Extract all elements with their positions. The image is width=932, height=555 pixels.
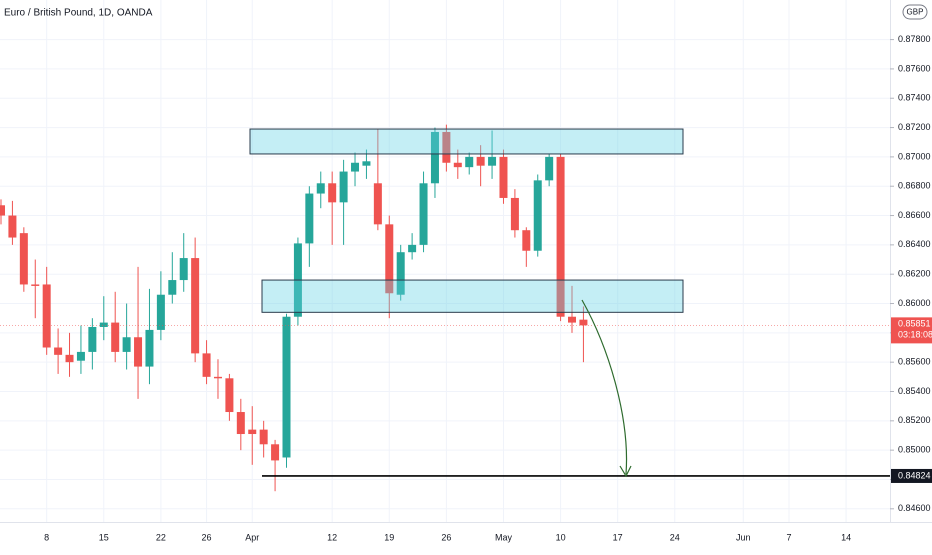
candles	[0, 124, 588, 492]
candle-body	[510, 197, 519, 231]
candle-body	[522, 230, 531, 251]
candle-body	[145, 329, 154, 367]
candle-body	[213, 376, 222, 379]
y-tick-label: 0.87600	[898, 63, 931, 73]
y-tick-label: 0.86200	[898, 269, 931, 279]
candle-body	[282, 316, 291, 458]
y-tick-label: 0.87400	[898, 93, 931, 103]
y-tick-label: 0.86600	[898, 210, 931, 220]
candle-body	[328, 183, 337, 203]
candle-body	[430, 131, 439, 184]
candle-body	[316, 183, 325, 194]
candle-body	[65, 354, 74, 363]
candle-body	[248, 429, 257, 435]
y-tick-label: 0.85400	[898, 386, 931, 396]
candle-body	[42, 284, 51, 348]
candle-body	[156, 294, 165, 330]
zone	[249, 128, 684, 155]
x-tick-label: 12	[327, 532, 337, 542]
candle-body	[31, 284, 40, 286]
candle-body	[385, 224, 394, 294]
currency-badge[interactable]	[902, 4, 928, 20]
arrow	[581, 299, 628, 475]
x-tick-label: 7	[786, 532, 791, 542]
y-tick-label: 0.86400	[898, 239, 931, 249]
x-tick-label: Jun	[736, 532, 751, 542]
candle-body	[0, 205, 5, 216]
candle-body	[202, 353, 211, 377]
candle-body	[191, 258, 200, 354]
y-tick-label: 0.85200	[898, 415, 931, 425]
y-tick-label: 0.86000	[898, 298, 931, 308]
y-tick-label: 0.87800	[898, 34, 931, 44]
candle-body	[419, 183, 428, 245]
candle-body	[122, 337, 131, 352]
candle-body	[225, 378, 234, 413]
candle-body	[408, 244, 417, 253]
candle-body	[453, 162, 462, 168]
x-tick-label: 8	[44, 532, 49, 542]
candle-body	[54, 347, 63, 355]
level-label: 0.84824	[898, 470, 931, 480]
y-tick-label: 0.87200	[898, 122, 931, 132]
candle-body	[305, 193, 314, 244]
x-tick-label: 14	[841, 532, 851, 542]
current-price-label: 0.85851	[898, 319, 931, 329]
x-tick-label: 10	[556, 532, 566, 542]
level-box	[891, 468, 932, 483]
candle-body	[362, 161, 371, 166]
candle-body	[8, 215, 17, 238]
candle-body	[236, 412, 245, 435]
candle-body	[373, 183, 382, 225]
overlay	[0, 128, 890, 477]
candle-body	[134, 337, 143, 367]
candle-body	[76, 351, 85, 361]
candle-body	[179, 258, 188, 281]
candle-body	[19, 233, 28, 285]
candle-body	[476, 156, 485, 166]
x-tick-label: 15	[99, 532, 109, 542]
candle-body	[465, 156, 474, 168]
x-tick-label: 22	[156, 532, 166, 542]
x-tick-label: 17	[613, 532, 623, 542]
chart-title: Euro / British Pound, 1D, OANDA	[4, 8, 153, 19]
x-tick-label: 19	[384, 532, 394, 542]
candle-body	[556, 156, 565, 317]
candle-body	[396, 252, 405, 295]
y-tick-label: 0.84600	[898, 503, 931, 513]
candle-body	[111, 322, 120, 352]
y-tick-label: 0.85600	[898, 357, 931, 367]
candle-body	[568, 316, 576, 323]
x-tick-label: Apr	[245, 532, 259, 542]
candle-body	[168, 280, 177, 295]
x-tick-label: May	[495, 532, 513, 542]
zone	[261, 279, 684, 313]
candle-body	[442, 131, 451, 163]
candle-body	[499, 156, 508, 198]
candle-body	[545, 156, 554, 181]
arrow-head	[619, 465, 632, 478]
candle-body	[579, 319, 588, 326]
candle-body	[339, 171, 348, 203]
y-tick-label: 0.85000	[898, 445, 931, 455]
candle-body	[271, 444, 280, 461]
candle-body	[88, 326, 97, 352]
countdown-label: 03:18:08	[898, 330, 932, 340]
x-tick-label: 26	[202, 532, 212, 542]
candle-body	[351, 162, 360, 172]
candle-body	[533, 180, 542, 251]
currency-label: GBP	[907, 8, 924, 17]
y-tick-label: 0.87000	[898, 151, 931, 161]
candle-body	[488, 156, 497, 166]
y-tick-label: 0.86800	[898, 181, 931, 191]
x-tick-label: 26	[441, 532, 451, 542]
grid	[0, 0, 894, 522]
x-tick-label: 24	[670, 532, 680, 542]
candle-body	[259, 429, 268, 445]
current-price-box	[891, 317, 932, 344]
candle-body	[99, 322, 108, 327]
